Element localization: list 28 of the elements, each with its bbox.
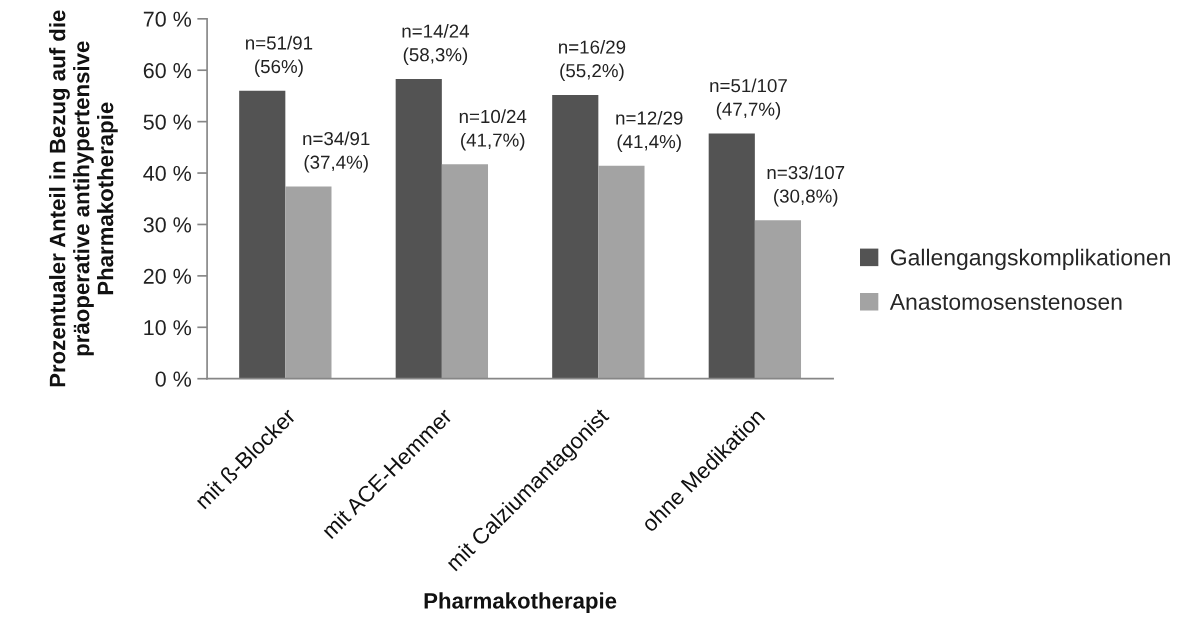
y-tick-label: 20 % — [143, 268, 192, 284]
data-label: n=51/91 (56%) — [246, 35, 313, 77]
bar — [285, 186, 332, 379]
legend-label: Anastomosenstenosen — [889, 293, 1122, 310]
data-label: n=51/107 (47,7%) — [710, 78, 787, 120]
bar — [441, 164, 489, 379]
y-tick-label: 0 % — [155, 371, 192, 387]
data-label: n=16/29 (55,2%) — [559, 39, 626, 82]
legend-label: Gallengangskomplikationen — [890, 248, 1170, 271]
data-label: n=33/107 (30,8%) — [767, 165, 845, 207]
y-tick-label: 30 % — [143, 217, 192, 233]
bar — [754, 220, 802, 379]
bar — [708, 133, 755, 379]
y-tick-label: 40 % — [143, 165, 192, 182]
data-label: n=12/29 (41,4%) — [616, 110, 683, 152]
y-tick-label: 70 % — [143, 11, 192, 27]
y-tick-label: 50 % — [143, 114, 192, 130]
y-tick-label: 10 % — [144, 320, 192, 336]
x-axis-title: Pharmakotherapie — [424, 592, 617, 614]
bar — [598, 165, 645, 379]
y-tick-label: 60 % — [143, 62, 192, 79]
bar — [395, 78, 442, 379]
data-label: n=14/24 (58,3%) — [402, 24, 470, 66]
y-axis-title: Prozentualer Anteil in Bezug auf die präoperative antihypertensive Pharmakotherapie — [49, 10, 118, 387]
bar — [239, 90, 286, 379]
data-label: n=10/24 (41,7%) — [459, 109, 527, 151]
bar — [552, 94, 599, 379]
data-label: n=34/91 (37,4%) — [303, 131, 370, 173]
